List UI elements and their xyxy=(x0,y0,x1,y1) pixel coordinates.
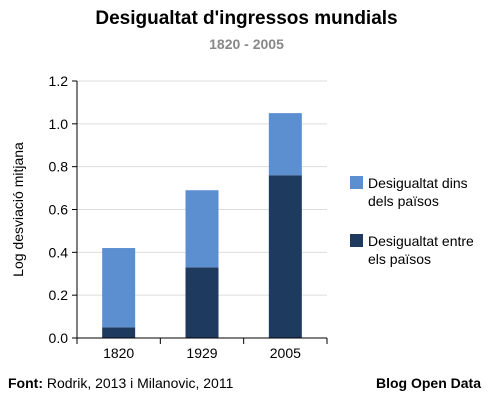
legend-label-entre: Desigualtat entre els països xyxy=(368,233,474,267)
x-tick-label: 2005 xyxy=(270,345,301,361)
x-tick-label: 1929 xyxy=(186,345,217,361)
bar-dins-1820 xyxy=(102,248,136,328)
source-note: Font: Rodrik, 2013 i Milanovic, 2011 xyxy=(8,375,233,391)
y-tick-label: 0.2 xyxy=(49,287,69,303)
bar-entre-1929 xyxy=(185,267,219,338)
y-tick-label: 0.4 xyxy=(49,244,69,260)
source-text: Rodrik, 2013 i Milanovic, 2011 xyxy=(42,375,234,391)
y-axis-label: Log desviació mitjana xyxy=(10,142,26,277)
y-tick-label: 0.6 xyxy=(49,202,69,218)
chart-legend: Desigualtat dins dels països Desigualtat… xyxy=(350,174,490,290)
y-tick-label: 1.2 xyxy=(49,73,69,89)
bar-dins-1929 xyxy=(185,190,219,268)
source-label: Font: xyxy=(8,375,43,391)
bar-entre-1820 xyxy=(102,327,136,338)
brand-label: Blog Open Data xyxy=(375,375,481,391)
chart-subtitle: 1820 - 2005 xyxy=(209,36,284,52)
legend-swatch-entre xyxy=(350,234,363,247)
bar-dins-2005 xyxy=(268,113,302,176)
y-tick-label: 0.0 xyxy=(49,330,69,346)
legend-item-entre[interactable]: Desigualtat entre els països xyxy=(350,232,490,268)
chart-title: Desigualtat d'ingressos mundials xyxy=(95,8,398,29)
legend-label-dins: Desigualtat dins dels països xyxy=(368,175,468,209)
y-tick-label: 1.0 xyxy=(49,116,69,132)
bar-entre-2005 xyxy=(268,175,302,338)
legend-item-dins[interactable]: Desigualtat dins dels països xyxy=(350,174,490,210)
legend-swatch-dins xyxy=(350,176,363,189)
x-tick-label: 1820 xyxy=(103,345,134,361)
y-tick-label: 0.8 xyxy=(49,159,69,175)
